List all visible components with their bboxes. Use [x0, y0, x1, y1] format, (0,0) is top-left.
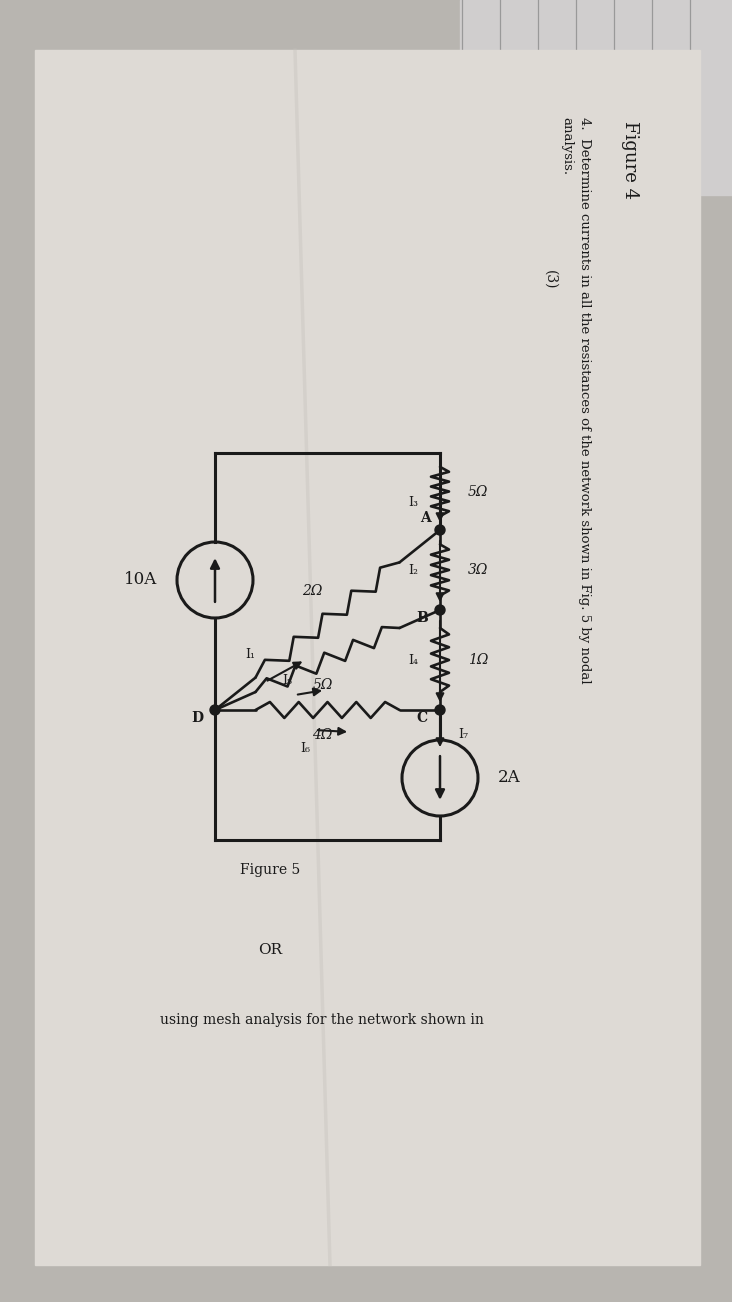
Text: OR: OR [258, 943, 282, 957]
Text: I₄: I₄ [408, 654, 418, 667]
Text: 4Ω: 4Ω [313, 728, 332, 742]
Text: B: B [416, 611, 428, 625]
Text: 2A: 2A [498, 769, 520, 786]
Text: D: D [191, 711, 203, 725]
Circle shape [435, 704, 445, 715]
Text: I₇: I₇ [458, 729, 468, 742]
Text: C: C [417, 711, 427, 725]
Text: (3): (3) [543, 271, 557, 290]
Text: I₆: I₆ [300, 742, 310, 754]
Text: Figure 5: Figure 5 [240, 863, 300, 878]
Text: I₂: I₂ [408, 564, 418, 577]
Circle shape [435, 605, 445, 615]
Text: using mesh analysis for the network shown in: using mesh analysis for the network show… [160, 1013, 484, 1027]
Bar [460, 0, 732, 195]
Text: 10A: 10A [124, 572, 157, 589]
Text: 2Ω: 2Ω [302, 585, 323, 598]
Text: A: A [419, 510, 430, 525]
Text: I₃: I₃ [408, 496, 418, 509]
Text: 5Ω: 5Ω [313, 678, 332, 691]
Text: 5Ω: 5Ω [468, 484, 488, 499]
Text: I₅: I₅ [282, 673, 292, 686]
Text: 1Ω: 1Ω [468, 654, 488, 667]
Text: I₁: I₁ [245, 648, 255, 661]
Text: Figure 4: Figure 4 [621, 121, 639, 199]
Circle shape [210, 704, 220, 715]
Text: 4.  Determine currents in all the resistances of the network shown in Fig. 5 by : 4. Determine currents in all the resista… [560, 117, 591, 684]
Circle shape [435, 525, 445, 535]
Text: 3Ω: 3Ω [468, 562, 488, 577]
